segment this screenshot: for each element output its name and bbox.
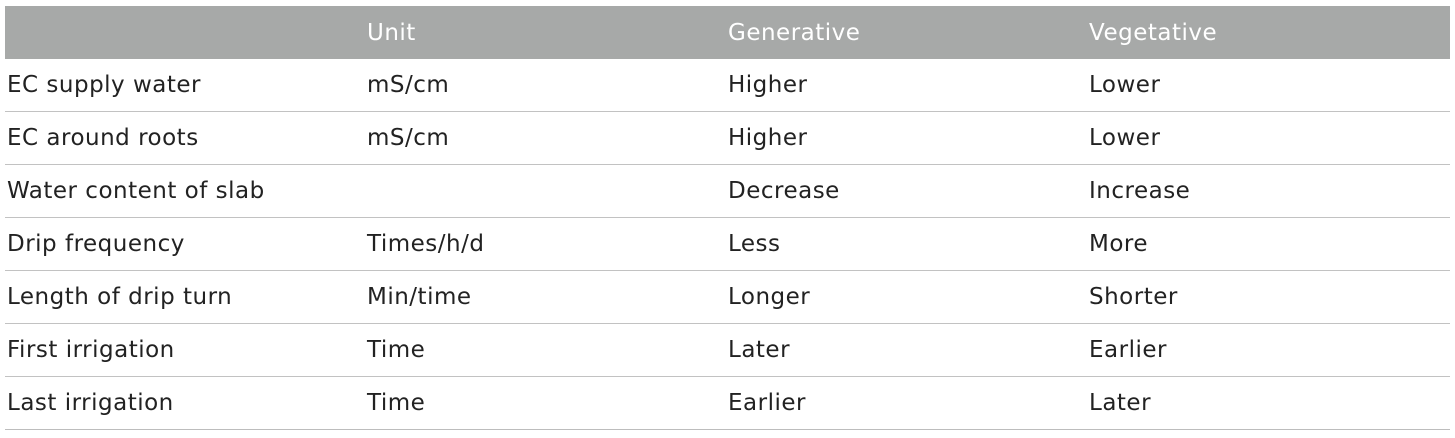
table-row: First irrigation Time Later Earlier [5,324,1450,377]
cell-parameter: Drip frequency [7,231,185,257]
cell-generative: Less [728,231,781,257]
cell-vegetative: Lower [1089,72,1161,98]
cell-generative: Higher [728,125,808,151]
table-row: Length of drip turn Min/time Longer Shor… [5,271,1450,324]
cell-parameter: Last irrigation [7,390,174,416]
cell-unit: Time [367,390,426,416]
cell-parameter: First irrigation [7,337,175,363]
cell-generative: Decrease [728,178,840,204]
header-cell-unit: Unit [367,19,416,46]
cell-unit: mS/cm [367,125,450,151]
cell-vegetative: Shorter [1089,284,1178,310]
table-row: Water content of slab Decrease Increase [5,165,1450,218]
table-row: EC supply water mS/cm Higher Lower [5,59,1450,112]
cell-vegetative: Earlier [1089,337,1167,363]
table-header-row: Unit Generative Vegetative [5,6,1450,59]
cell-parameter: EC around roots [7,125,199,151]
cell-generative: Longer [728,284,811,310]
table-row: EC around roots mS/cm Higher Lower [5,112,1450,165]
cell-unit: Times/h/d [367,231,485,257]
table-row: Drip frequency Times/h/d Less More [5,218,1450,271]
cell-unit: mS/cm [367,72,450,98]
cell-vegetative: Increase [1089,178,1191,204]
cell-unit: Time [367,337,426,363]
cell-vegetative: Later [1089,390,1152,416]
cell-generative: Earlier [728,390,806,416]
table-row: Last irrigation Time Earlier Later [5,377,1450,430]
cell-parameter: EC supply water [7,72,202,98]
cell-generative: Higher [728,72,808,98]
irrigation-strategy-table: Unit Generative Vegetative EC supply wat… [5,6,1450,430]
cell-unit: Min/time [367,284,472,310]
header-cell-generative: Generative [728,19,861,46]
cell-vegetative: Lower [1089,125,1161,151]
header-cell-vegetative: Vegetative [1089,19,1218,46]
cell-vegetative: More [1089,231,1149,257]
cell-parameter: Water content of slab [7,178,265,204]
cell-parameter: Length of drip turn [7,284,233,310]
cell-generative: Later [728,337,791,363]
